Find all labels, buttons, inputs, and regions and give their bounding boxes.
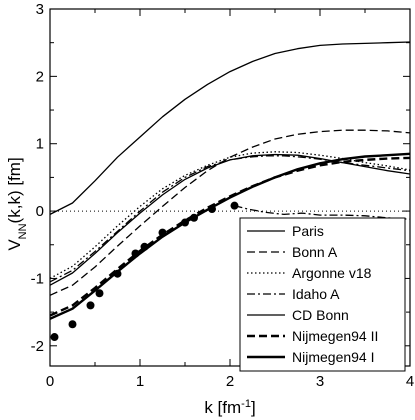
legend-label-0: Paris [292,223,324,239]
series-line-6 [50,152,410,320]
data-point [140,242,149,251]
data-point [95,289,104,298]
data-point [230,201,239,210]
legend-label-2: Argonne v18 [292,265,372,281]
legend-label-3: Idaho A [292,286,340,302]
y-tick-label: 2 [36,68,44,85]
data-point [158,228,167,237]
series-line-0 [50,41,410,215]
y-axis-label-subscript: NN [17,223,29,239]
x-tick-label: 3 [316,373,324,390]
y-tick-label: 3 [36,1,44,18]
data-point [208,205,216,214]
data-point [113,269,122,278]
legend-label-4: CD Bonn [292,307,349,323]
data-point [181,218,189,227]
series-line-1 [50,129,410,296]
series-line-2 [50,151,410,279]
x-axis-label: k [fm-1] [204,398,255,417]
plot-clip-group [50,41,410,342]
y-tick-label: 0 [36,203,44,220]
y-axis-label: VNN(k,k) [fm] [5,157,29,250]
legend-label-6: Nijmegen94 I [292,349,375,365]
y-tick-label: 1 [36,136,44,153]
data-point [131,249,140,258]
legend: Paris Bonn A Argonne v18 Idaho A CD Bonn Nijm… [239,217,406,372]
x-tick-label: 0 [46,373,54,390]
x-tick-label: 4 [406,373,414,390]
x-tick-label: 1 [136,373,144,390]
data-point [68,320,77,329]
legend-label-5: Nijmegen94 II [292,328,378,344]
x-axis-label-superscript: -1 [241,398,251,410]
data-point [86,301,95,310]
data-point [190,213,198,222]
plot-area [50,41,410,342]
dashdot-tail-line [234,205,410,220]
x-tick-label: 2 [226,373,234,390]
axes: 0 1 2 3 4 -2 -1 0 1 2 3 [31,1,415,390]
data-point [50,333,59,342]
y-tick-label: -2 [31,338,44,355]
series-line-4 [50,153,410,286]
legend-label-1: Bonn A [292,244,338,260]
y-tick-label: -1 [31,270,44,287]
